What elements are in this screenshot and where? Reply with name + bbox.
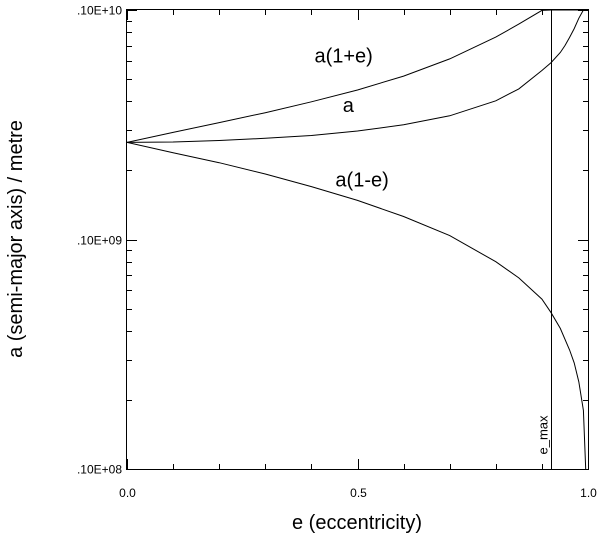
series-curves [126,9,588,470]
y-tick-label: .10E+10 [77,4,122,18]
annotations: e_max [536,10,552,469]
series-label-2: a(1-e) [335,170,388,192]
x-tick-label: 1.0 [580,486,597,500]
axis-tick-labels: .10E+08 .10E+09 .10E+10 0.0 0.5 1.0 [77,4,597,501]
series-label-0: a(1+e) [314,46,372,68]
y-axis-title: a (semi-major axis) / metre [5,120,27,358]
axis-ticks [127,10,589,470]
x-axis-title: e (eccentricity) [292,512,422,534]
series-labels: a(1+e) a a(1-e) [314,46,388,192]
e-max-label: e_max [536,415,551,455]
x-tick-label: 0.5 [350,486,367,500]
y-tick-label: .10E+09 [77,234,122,248]
series-line-0 [126,9,584,143]
series-line-1 [126,9,588,143]
y-tick-label: .10E+08 [77,463,122,477]
x-tick-label: 0.0 [119,486,136,500]
series-label-1: a [343,95,355,117]
plot-frame [126,9,589,470]
series-line-2 [126,141,587,470]
